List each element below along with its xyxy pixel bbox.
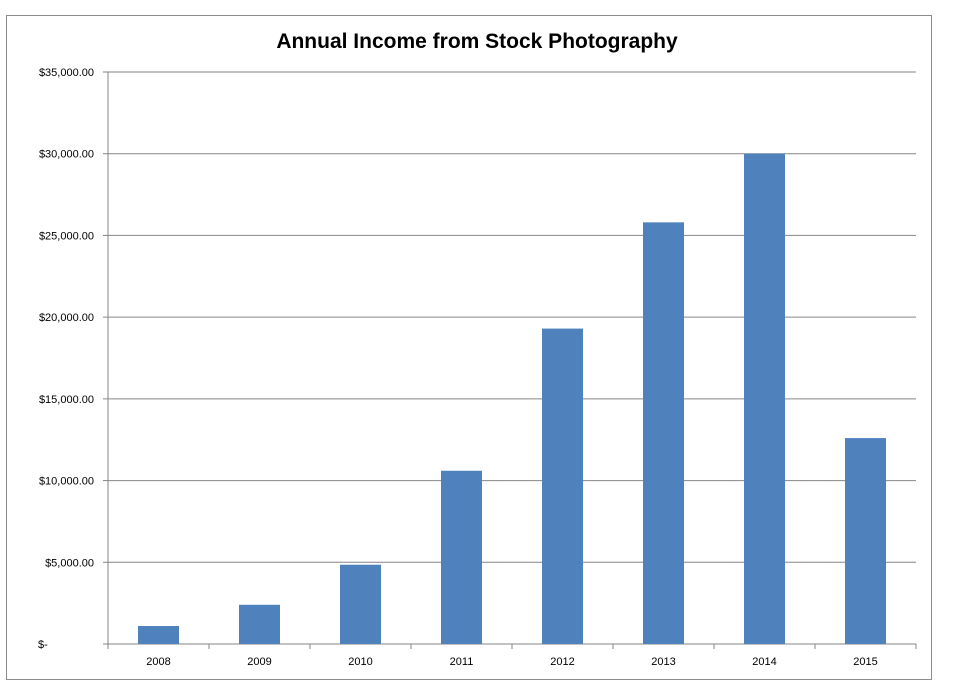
bar	[845, 438, 886, 644]
y-tick-label: $20,000.00	[39, 312, 94, 324]
bar	[643, 222, 684, 644]
chart-title: Annual Income from Stock Photography	[276, 30, 678, 53]
y-tick-label: $15,000.00	[39, 394, 94, 406]
x-tick-label: 2009	[247, 656, 271, 668]
bar	[441, 470, 482, 644]
x-tick-label: 2012	[550, 656, 574, 668]
x-tick-label: 2014	[752, 656, 776, 668]
y-tick-label: $35,000.00	[39, 67, 94, 79]
bar	[239, 604, 280, 644]
bar	[340, 564, 381, 644]
x-tick-label: 2008	[146, 656, 170, 668]
bar	[138, 626, 179, 644]
x-tick-label: 2010	[348, 656, 372, 668]
y-tick-label: $-	[38, 639, 48, 651]
y-tick-label: $30,000.00	[39, 149, 94, 161]
bar	[744, 153, 785, 644]
y-tick-label: $25,000.00	[39, 230, 94, 242]
x-tick-label: 2015	[853, 656, 877, 668]
x-tick-label: 2011	[450, 656, 474, 668]
bar	[542, 328, 583, 644]
x-tick-label: 2013	[651, 656, 675, 668]
y-tick-label: $5,000.00	[45, 557, 94, 569]
y-tick-label: $10,000.00	[39, 476, 94, 488]
